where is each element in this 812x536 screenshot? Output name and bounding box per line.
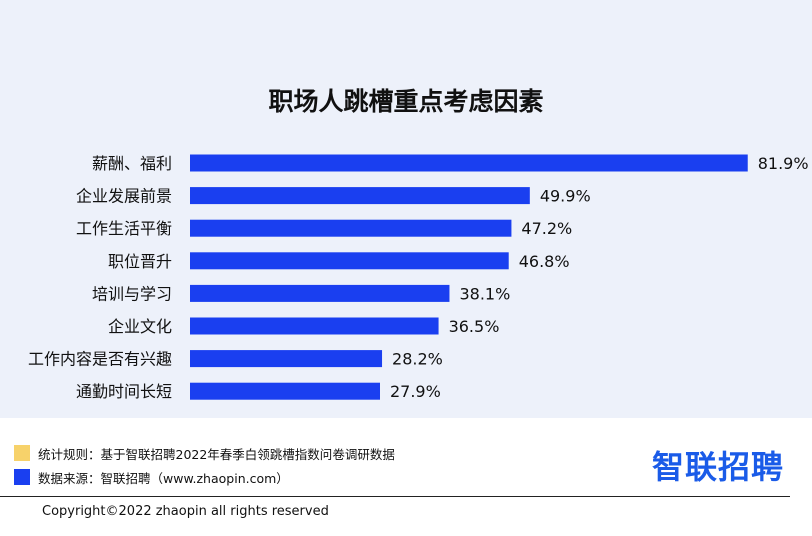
bar [190, 219, 512, 237]
legend-swatch-source [14, 469, 30, 485]
value-label: 46.8% [519, 252, 570, 271]
category-label: 培训与学习 [92, 284, 172, 303]
legend-rule: 统计规则：基于智联招聘2022年春季白领跳槽指数问卷调研数据 [14, 444, 395, 462]
legend-source-text: 数据来源：智联招聘（www.zhaopin.com） [38, 470, 289, 486]
bar [190, 252, 509, 270]
copyright-text: Copyright©2022 zhaopin all rights reserv… [42, 504, 329, 519]
category-label: 工作内容是否有兴趣 [28, 350, 172, 369]
bar [190, 350, 383, 368]
category-label: 通勤时间长短 [76, 382, 172, 401]
bar [190, 284, 450, 302]
category-label: 工作生活平衡 [76, 219, 172, 238]
category-label: 薪酬、福利 [92, 154, 172, 173]
legend-swatch-rule [14, 445, 30, 461]
bar-chart: 薪酬、福利 81.9% 企业发展前景 49.9% 工作生活平衡 47.2% 职位晋升 46.8… [28, 154, 809, 401]
bar [190, 154, 748, 172]
value-label: 36.5% [449, 317, 500, 336]
category-label: 企业文化 [108, 317, 172, 336]
value-label: 28.2% [392, 350, 443, 369]
bar [190, 317, 439, 335]
chart-panel: 职场人跳槽重点考虑因素 薪酬、福利 81.9% 企业发展前景 49.9% 工作生活平衡 4… [0, 0, 812, 418]
bar [190, 187, 530, 205]
chart-title: 职场人跳槽重点考虑因素 [268, 87, 544, 116]
bar [190, 382, 380, 400]
value-label: 27.9% [390, 382, 441, 401]
footer-divider [0, 496, 790, 497]
category-label: 职位晋升 [108, 252, 172, 271]
value-label: 49.9% [540, 187, 591, 206]
category-label: 企业发展前景 [76, 187, 172, 206]
legend-rule-text: 统计规则：基于智联招聘2022年春季白领跳槽指数问卷调研数据 [38, 446, 395, 462]
footer: 统计规则：基于智联招聘2022年春季白领跳槽指数问卷调研数据 数据来源：智联招聘… [0, 418, 812, 536]
value-label: 81.9% [758, 154, 809, 173]
value-label: 38.1% [459, 284, 510, 303]
brand-logo: 智联招聘 [651, 448, 784, 486]
value-label: 47.2% [521, 219, 572, 238]
legend-source: 数据来源：智联招聘（www.zhaopin.com） [14, 468, 289, 486]
